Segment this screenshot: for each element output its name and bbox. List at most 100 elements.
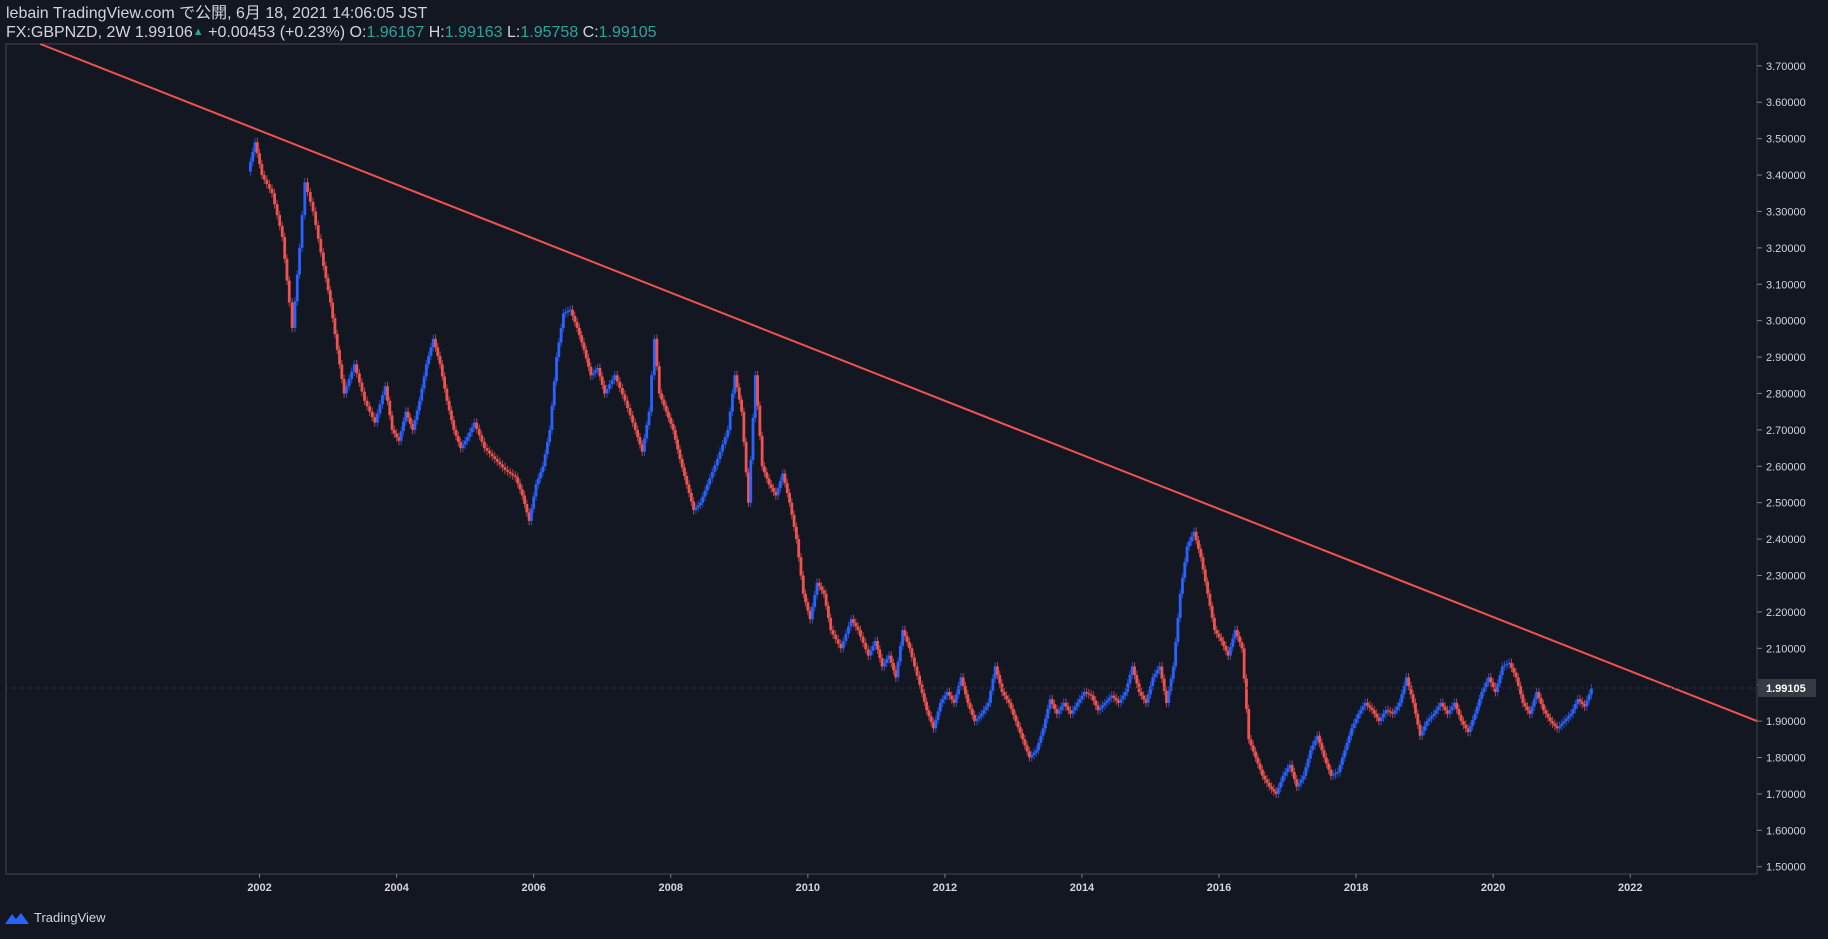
candle-body xyxy=(1085,691,1088,694)
candle-body xyxy=(859,630,862,637)
candle-body xyxy=(765,472,769,479)
candle-body xyxy=(461,444,465,449)
candle-body xyxy=(1144,699,1148,703)
candle-body xyxy=(447,400,451,411)
x-tick-label: 2014 xyxy=(1070,882,1095,894)
candle-body xyxy=(350,371,354,379)
candle-body xyxy=(293,301,297,328)
candle-body xyxy=(324,266,328,279)
candle-body xyxy=(555,357,558,382)
candle-body xyxy=(485,448,489,451)
candle-body xyxy=(1329,769,1333,776)
candle-body xyxy=(1128,674,1132,684)
candle-body xyxy=(1135,674,1139,684)
candle-body xyxy=(882,662,886,667)
candle-body xyxy=(1153,673,1157,678)
candle-body xyxy=(1498,674,1502,684)
candle-body xyxy=(950,695,954,700)
candle-body xyxy=(470,427,474,433)
candle-body xyxy=(898,645,902,662)
candle-body xyxy=(424,364,428,377)
candle-body xyxy=(1142,695,1146,700)
candle-body xyxy=(903,630,907,637)
candle-body xyxy=(360,382,364,392)
candle-body xyxy=(826,605,830,618)
candle-body xyxy=(1473,713,1477,720)
last-price-box xyxy=(1758,678,1816,697)
candle-body xyxy=(1530,706,1534,714)
candle-body xyxy=(1062,702,1066,707)
candle-body xyxy=(1167,690,1171,703)
candle-body xyxy=(1293,772,1296,780)
candle-body xyxy=(1446,710,1449,714)
candle-body xyxy=(1432,713,1436,717)
candle-body xyxy=(631,415,635,423)
candle-body xyxy=(1450,706,1454,711)
candle-body xyxy=(1217,633,1221,638)
footer-brand[interactable]: TradingView xyxy=(4,910,106,925)
candle-body xyxy=(1356,713,1360,719)
candle-body xyxy=(1404,677,1408,686)
candle-body xyxy=(1199,548,1203,558)
candle-body xyxy=(1466,728,1470,733)
candle-body xyxy=(957,685,960,695)
y-tick-label: 2.80000 xyxy=(1766,388,1806,400)
candle-body xyxy=(806,602,810,611)
candle-body xyxy=(954,694,958,703)
candle-body xyxy=(652,338,656,376)
candle-body xyxy=(1379,717,1383,722)
candle-body xyxy=(808,610,812,620)
candle-body xyxy=(1377,717,1381,722)
candle-body xyxy=(1169,678,1173,691)
candle-body xyxy=(1155,670,1159,674)
candle-body xyxy=(1557,725,1561,729)
candle-body xyxy=(1516,677,1520,686)
candle-body xyxy=(1535,691,1538,700)
candle-body xyxy=(1368,705,1372,708)
candle-body xyxy=(1487,677,1490,683)
candle-body xyxy=(788,492,791,503)
resistance-trendline xyxy=(39,43,1758,723)
candle-body xyxy=(1226,650,1230,656)
time-axis[interactable]: 2002 2004 2006 2008 2010 2012 2014 2016 2018 2020… xyxy=(247,874,1642,894)
candle-body xyxy=(671,423,675,430)
y-tick-label: 1.50000 xyxy=(1766,862,1806,874)
candle-body xyxy=(1338,764,1342,773)
candle-body xyxy=(822,590,826,594)
candle-body xyxy=(1123,691,1127,696)
candle-body xyxy=(1224,645,1228,651)
candle-body xyxy=(1174,642,1178,667)
candle-body xyxy=(378,404,382,414)
candle-body xyxy=(1457,708,1461,716)
candle-body xyxy=(488,450,491,454)
candle-body xyxy=(386,386,389,401)
candle-body xyxy=(1082,691,1086,696)
candle-body xyxy=(1149,685,1152,695)
candle-body xyxy=(615,375,619,382)
candle-body xyxy=(1240,642,1244,649)
candle-body xyxy=(1235,630,1239,637)
candle-body xyxy=(908,642,911,649)
candle-body xyxy=(647,411,651,426)
candle-body xyxy=(490,453,494,457)
candle-body xyxy=(1519,685,1522,695)
candle-body xyxy=(626,400,629,409)
candle-body xyxy=(1443,706,1447,711)
candle-body xyxy=(450,410,453,421)
candle-body xyxy=(1025,745,1029,752)
candle-body xyxy=(1178,593,1182,618)
candle-body xyxy=(273,193,276,205)
candle-body xyxy=(298,247,301,275)
candle-body xyxy=(260,164,264,176)
candle-body xyxy=(640,444,644,452)
candle-body xyxy=(548,429,552,443)
candle-body xyxy=(1500,666,1504,675)
candle-body xyxy=(678,449,682,459)
price-axis[interactable]: 1.500001.600001.700001.800001.900002.000… xyxy=(1757,61,1806,874)
candle-body xyxy=(844,633,848,642)
candle-body xyxy=(1425,721,1429,726)
candle-body xyxy=(1158,666,1162,671)
candle-body xyxy=(1185,546,1189,563)
candle-body xyxy=(1263,775,1267,780)
